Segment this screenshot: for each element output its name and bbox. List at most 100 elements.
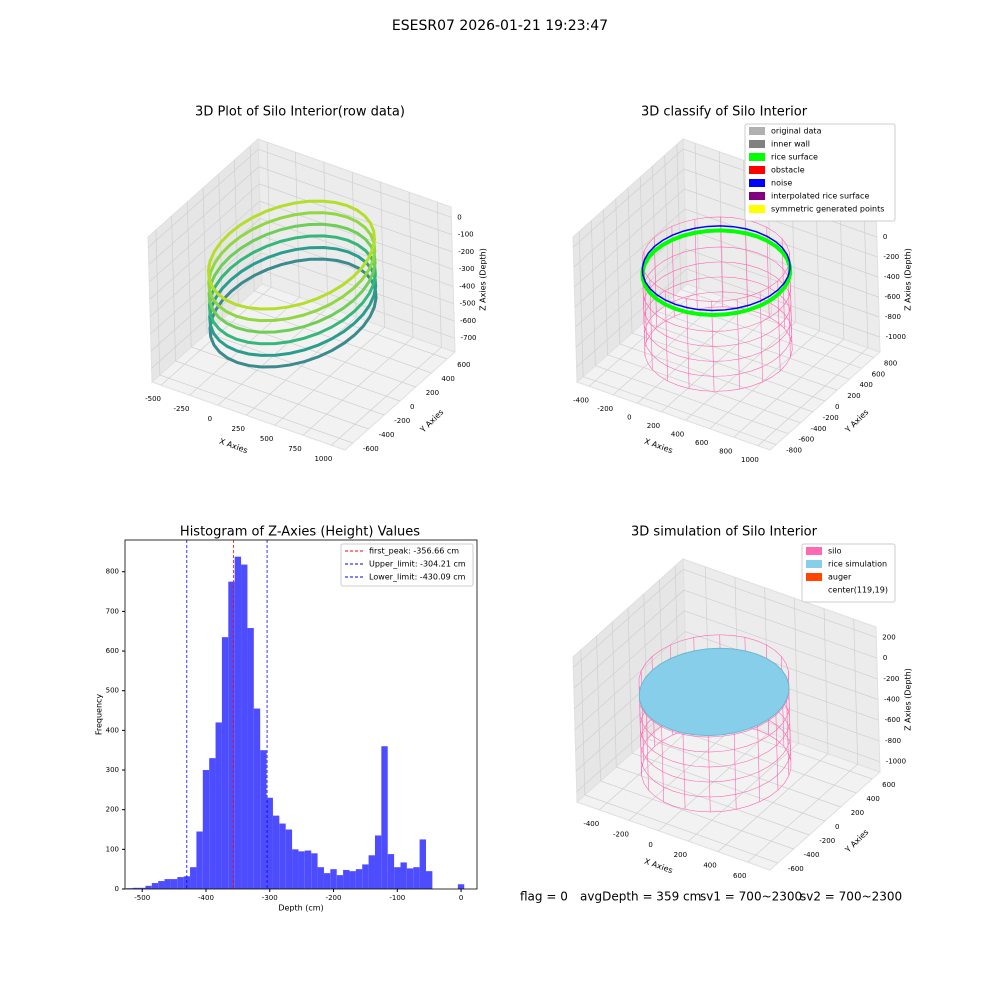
grid-line xyxy=(684,208,879,278)
z-tick-label: -800 xyxy=(885,737,901,745)
grid-line xyxy=(647,738,841,808)
z-tick-label: -400 xyxy=(884,273,900,281)
grid-line xyxy=(258,166,452,235)
y-tick-label: 200 xyxy=(106,806,119,814)
grid-line xyxy=(603,209,608,355)
y-tick-label: -400 xyxy=(379,431,395,439)
grid-line xyxy=(186,201,192,348)
grid-line xyxy=(574,188,685,288)
decoration xyxy=(641,225,791,312)
z-tick-label: 0 xyxy=(883,233,887,241)
y-tick-label: 800 xyxy=(106,568,119,576)
grid-line xyxy=(151,269,262,369)
bar xyxy=(170,879,178,889)
chart-title: 3D simulation of Silo Interior xyxy=(631,525,818,540)
x-tick-label: 0 xyxy=(648,841,652,849)
x-tick-label: 800 xyxy=(719,447,732,455)
y-tick-label: 700 xyxy=(106,607,119,615)
y-tick-label: 200 xyxy=(851,809,864,817)
z-tick-label: -200 xyxy=(883,253,899,261)
bar xyxy=(343,869,350,889)
chart-title: 3D classify of Silo Interior xyxy=(641,105,808,120)
grid-line xyxy=(575,228,686,328)
legend-label: symmetric generated points xyxy=(771,205,884,214)
grid-line xyxy=(656,310,850,380)
legend-swatch xyxy=(749,153,765,161)
y-tick-label: 0 xyxy=(835,823,839,831)
y-tick-label: 200 xyxy=(847,392,860,400)
legend-label: Upper_limit: -304.21 cm xyxy=(369,560,466,569)
x-tick-label: -200 xyxy=(326,894,342,902)
grid-line xyxy=(683,589,877,659)
y-tick-label: 300 xyxy=(106,766,119,774)
x-tick-label: 500 xyxy=(260,435,273,443)
bar xyxy=(228,581,235,889)
z-tick-label: -1000 xyxy=(886,333,906,341)
grid-line xyxy=(578,231,584,377)
grid-line xyxy=(668,300,862,369)
grid-line xyxy=(150,235,261,334)
legend-swatch xyxy=(749,166,765,174)
legend-swatch xyxy=(806,560,822,568)
x-tick-label: 200 xyxy=(674,851,687,859)
decoration xyxy=(208,257,378,369)
bar xyxy=(457,884,465,889)
x-tick-label: -500 xyxy=(145,395,161,403)
y-tick-label: -600 xyxy=(798,436,814,444)
y-axis-label: Frequency xyxy=(95,694,104,736)
legend-label: obstacle xyxy=(771,166,805,175)
legend-swatch xyxy=(749,140,765,148)
x-tick-label: -200 xyxy=(597,405,613,413)
decoration xyxy=(660,711,664,802)
grid-line xyxy=(685,228,879,298)
decoration xyxy=(775,700,779,791)
bar xyxy=(406,868,414,889)
grid-line xyxy=(573,148,684,248)
z-tick-label: -600 xyxy=(885,716,901,724)
legend-label: Lower_limit: -430.09 cm xyxy=(369,573,466,582)
bar xyxy=(292,849,299,889)
bar xyxy=(234,556,242,889)
grid-line xyxy=(631,752,826,822)
bar xyxy=(419,839,426,889)
bar xyxy=(323,873,331,889)
x-tick-label: -250 xyxy=(174,405,190,413)
y-tick-label: -600 xyxy=(788,865,804,873)
grid-line xyxy=(159,374,353,444)
grid-line xyxy=(408,192,414,338)
x-axis-label: X Axies xyxy=(643,857,674,876)
bar xyxy=(362,864,369,889)
grid-line xyxy=(684,188,878,258)
footer-text: flag = 0 xyxy=(520,890,568,904)
x-tick-label: -100 xyxy=(389,894,405,902)
grid-line xyxy=(863,202,869,348)
x-tick-label: -400 xyxy=(198,894,214,902)
bar xyxy=(247,628,254,889)
bar xyxy=(330,869,337,889)
legend-label: auger xyxy=(828,573,852,582)
grid-line xyxy=(676,144,682,290)
grid-line xyxy=(576,268,687,368)
y-tick-label: 400 xyxy=(106,726,119,734)
legend-swatch xyxy=(749,127,765,135)
grid-line xyxy=(574,208,686,308)
decoration xyxy=(207,234,377,346)
y-axis-label: Y Axies xyxy=(418,408,446,436)
z-axis-label: Z Axies (Depth) xyxy=(479,248,488,311)
chart-title: 3D Plot of Silo Interior(row data) xyxy=(195,105,405,120)
y-tick-label: 0 xyxy=(410,403,414,411)
y-tick-label: 600 xyxy=(882,781,895,789)
z-tick-label: -200 xyxy=(883,675,899,683)
grid-line xyxy=(683,569,877,638)
bar xyxy=(158,881,165,889)
grid-line xyxy=(600,780,794,850)
bar xyxy=(164,879,171,889)
y-tick-label: 800 xyxy=(884,359,897,367)
x-tick-label: -300 xyxy=(262,894,278,902)
grid-line xyxy=(664,155,670,301)
grid-line xyxy=(218,173,224,320)
bar xyxy=(279,823,286,889)
grid-line xyxy=(260,218,454,287)
bar xyxy=(202,770,210,889)
